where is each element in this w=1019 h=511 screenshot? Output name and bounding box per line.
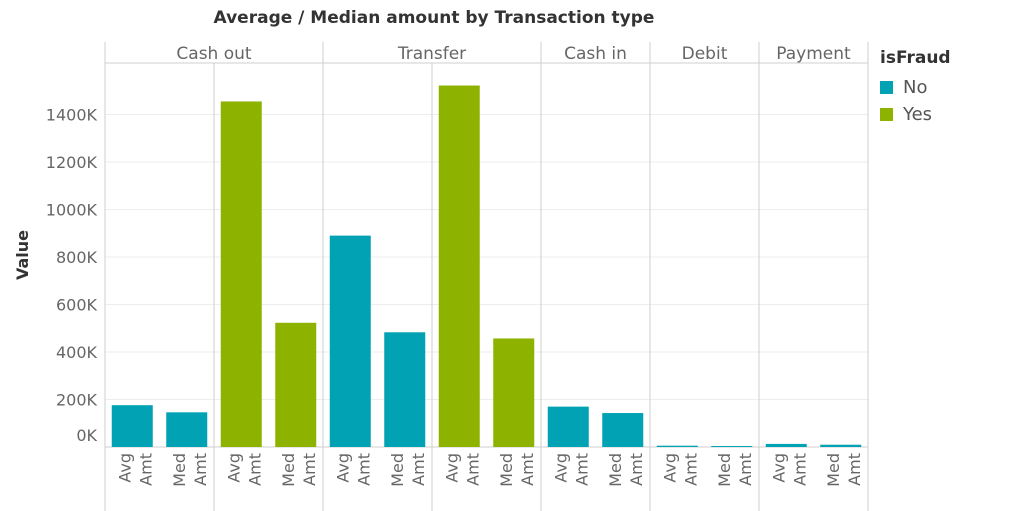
x-tick-label-1-1-0: Med	[388, 453, 407, 487]
bar-1-0	[329, 235, 371, 447]
bar-1-3	[493, 338, 535, 447]
bar-4-1	[820, 444, 862, 447]
bar-3-1	[711, 446, 753, 447]
group-header-1: Transfer	[397, 44, 466, 64]
x-tick-label-0-2-0: Avg	[224, 453, 243, 483]
bar-1-1	[384, 332, 426, 447]
group-header-4: Payment	[776, 44, 851, 64]
legend-swatch-no	[880, 81, 893, 94]
y-tick-label-0: 0K	[76, 426, 97, 445]
x-tick-label-3-1-1: Amt	[736, 453, 755, 486]
x-tick-label-2-0-1: Amt	[572, 453, 591, 486]
x-tick-label-1-3-0: Med	[497, 453, 516, 487]
x-tick-label-3-0-1: Amt	[681, 453, 700, 486]
x-tick-label-0-3-0: Med	[279, 453, 298, 487]
y-tick-label-7: 1400K	[46, 106, 98, 125]
bar-0-3	[275, 322, 317, 447]
bar-0-2	[220, 101, 262, 447]
y-tick-label-4: 800K	[56, 248, 98, 267]
group-header-2: Cash in	[564, 44, 627, 64]
y-axis-title: Value	[13, 230, 32, 280]
x-tick-label-4-0-1: Amt	[790, 453, 809, 486]
bar-1-2	[438, 85, 480, 448]
x-tick-label-1-3-1: Amt	[518, 453, 537, 486]
y-tick-label-5: 1000K	[46, 201, 98, 220]
bar-3-0	[656, 445, 698, 447]
x-tick-label-4-0-0: Avg	[769, 453, 788, 483]
x-tick-label-0-3-1: Amt	[300, 453, 319, 486]
x-tick-label-4-1-0: Med	[824, 453, 843, 487]
legend-title: isFraud	[880, 48, 951, 68]
legend-item-no[interactable]: No	[880, 74, 951, 101]
x-tick-label-1-1-1: Amt	[409, 453, 428, 486]
x-tick-label-2-1-0: Med	[606, 453, 625, 487]
x-tick-label-2-0-0: Avg	[551, 453, 570, 483]
legend: isFraud No Yes	[880, 48, 951, 128]
y-tick-label-2: 400K	[56, 343, 98, 362]
legend-item-yes[interactable]: Yes	[880, 101, 951, 128]
y-tick-label-6: 1200K	[46, 153, 98, 172]
x-tick-label-0-1-0: Med	[170, 453, 189, 487]
x-tick-label-0-1-1: Amt	[191, 453, 210, 486]
bar-0-1	[166, 412, 208, 447]
legend-label-no: No	[903, 77, 928, 98]
x-tick-label-2-1-1: Amt	[627, 453, 646, 486]
x-tick-label-0-2-1: Amt	[245, 453, 264, 486]
legend-label-yes: Yes	[903, 104, 933, 125]
x-tick-label-0-0-1: Amt	[136, 453, 155, 486]
y-tick-label-1: 200K	[56, 391, 98, 410]
x-tick-label-0-0-0: Avg	[115, 453, 134, 483]
bar-2-0	[547, 406, 589, 447]
legend-swatch-yes	[880, 108, 893, 121]
x-tick-label-1-0-1: Amt	[354, 453, 373, 486]
x-tick-label-1-0-0: Avg	[333, 453, 352, 483]
y-tick-label-3: 600K	[56, 296, 98, 315]
group-header-0: Cash out	[176, 44, 251, 64]
x-tick-label-4-1-1: Amt	[845, 453, 864, 486]
x-tick-label-3-0-0: Avg	[660, 453, 679, 483]
x-tick-label-1-2-0: Avg	[442, 453, 461, 483]
bar-4-0	[765, 443, 807, 447]
chart-title: Average / Median amount by Transaction t…	[213, 8, 655, 28]
x-tick-label-3-1-0: Med	[715, 453, 734, 487]
bar-2-1	[602, 413, 644, 447]
group-header-3: Debit	[682, 44, 728, 64]
x-tick-label-1-2-1: Amt	[463, 453, 482, 486]
bar-0-0	[111, 405, 153, 447]
